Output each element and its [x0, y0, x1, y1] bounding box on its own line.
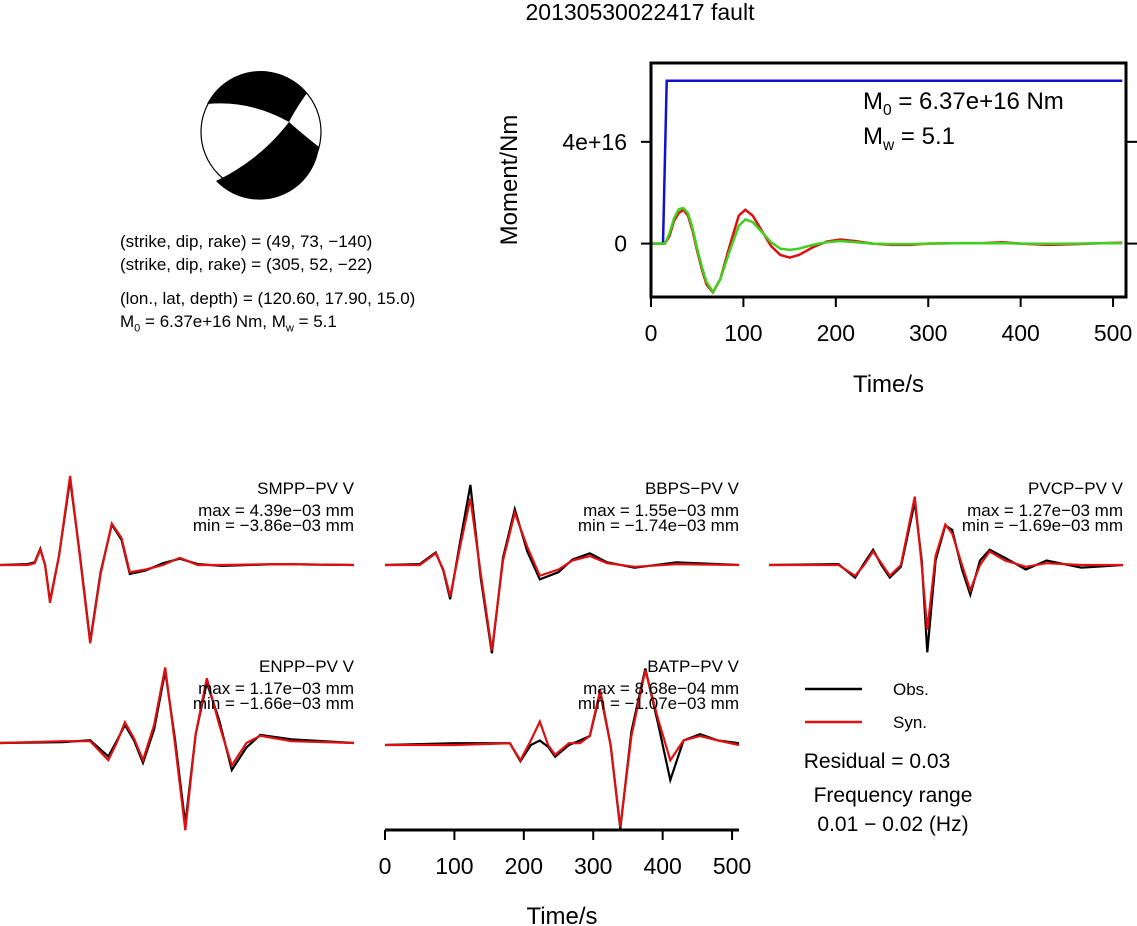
legend-label: Obs. — [893, 680, 929, 699]
text-part: = 6.37e+16 Nm — [892, 88, 1064, 115]
legend-label: Syn. — [893, 713, 927, 732]
text-part: = 5.1 — [894, 123, 955, 150]
text-part: M — [120, 312, 134, 331]
frequency-range: 0.01 − 0.02 (Hz) — [817, 813, 968, 836]
beachball-compression — [216, 122, 319, 200]
text-part: w — [882, 137, 895, 154]
min-label: min = −1.66e−03 mm — [193, 694, 354, 713]
min-label: min = −1.07e−03 mm — [578, 694, 739, 713]
y-tick-label: 4e+16 — [562, 129, 627, 155]
x-tick-label: 500 — [713, 853, 751, 879]
waveform-line — [0, 667, 355, 831]
moment-annotation: Mw = 5.1 — [863, 123, 955, 154]
frequency-label: Frequency range — [814, 784, 973, 807]
y-tick-label: 0 — [614, 231, 627, 257]
beachball — [200, 71, 322, 200]
station-label: SMPP−PV V — [257, 479, 355, 498]
max-label: max = 1.17e−03 mm — [198, 679, 354, 698]
x-tick-label: 100 — [724, 320, 762, 346]
station-label: ENPP−PV V — [259, 657, 355, 676]
waveform-line — [0, 475, 355, 644]
x-tick-label: 0 — [379, 853, 392, 879]
mechanism-text: (strike, dip, rake) = (49, 73, −140) — [120, 232, 372, 251]
text-part: w — [285, 322, 294, 334]
max-label: max = 8.68e−04 mm — [583, 679, 739, 698]
min-label: min = −3.86e−03 mm — [193, 516, 354, 535]
max-label: max = 4.39e−03 mm — [198, 501, 354, 520]
waveform-line — [385, 670, 740, 828]
plot-frame — [649, 61, 1128, 299]
y-axis-label: Moment/Nm — [496, 115, 523, 246]
x-tick-label: 400 — [643, 853, 681, 879]
x-axis-label: Time/s — [853, 371, 924, 398]
mechanism-text: M0 = 6.37e+16 Nm, Mw = 5.1 — [120, 312, 337, 334]
text-part: (strike, dip, rake) = (305, 52, −22) — [120, 255, 372, 274]
text-part: (lon., lat, depth) = (120.60, 17.90, 15.… — [120, 289, 415, 308]
x-tick-label: 0 — [645, 320, 658, 346]
max-label: max = 1.27e−03 mm — [967, 501, 1123, 520]
moment-annotation: M0 = 6.37e+16 Nm — [863, 88, 1064, 119]
station-label: BBPS−PV V — [645, 479, 740, 498]
x-tick-label: 200 — [817, 320, 855, 346]
text-part: 0 — [134, 322, 140, 334]
station-label: BATP−PV V — [647, 657, 739, 676]
text-part: (strike, dip, rake) = (49, 73, −140) — [120, 232, 372, 251]
mechanism-text: (lon., lat, depth) = (120.60, 17.90, 15.… — [120, 289, 415, 308]
text-part: 0 — [883, 102, 892, 119]
moment-line — [651, 206, 1123, 295]
text-part: M — [863, 88, 883, 115]
x-tick-label: 300 — [909, 320, 947, 346]
beachball-compression — [207, 71, 307, 122]
waveform-line — [385, 498, 740, 651]
x-axis-label: Time/s — [526, 903, 597, 926]
residual-label: Residual = 0.03 — [804, 750, 951, 773]
station-label: PVCP−PV V — [1028, 479, 1124, 498]
text-part: = 5.1 — [294, 312, 337, 331]
min-label: min = −1.74e−03 mm — [578, 516, 739, 535]
x-tick-label: 500 — [1094, 320, 1132, 346]
x-tick-label: 100 — [435, 853, 473, 879]
text-part: = 6.37e+16 Nm, M — [140, 312, 286, 331]
x-tick-label: 400 — [1001, 320, 1039, 346]
max-label: max = 1.55e−03 mm — [583, 501, 739, 520]
text-part: M — [863, 123, 883, 150]
mechanism-text: (strike, dip, rake) = (305, 52, −22) — [120, 255, 372, 274]
waveform-line — [769, 496, 1123, 630]
x-tick-label: 200 — [505, 853, 543, 879]
figure-title: 20130530022417 fault — [526, 0, 756, 25]
min-label: min = −1.69e−03 mm — [962, 516, 1123, 535]
x-tick-label: 300 — [574, 853, 612, 879]
